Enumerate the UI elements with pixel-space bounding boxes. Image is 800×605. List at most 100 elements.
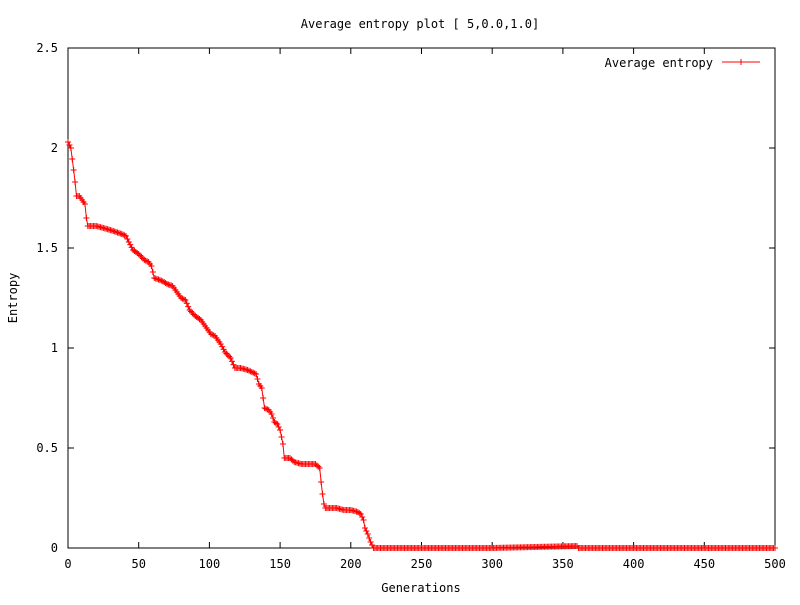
- x-tick-label: 400: [623, 557, 645, 571]
- data-point: [180, 296, 187, 303]
- data-point: [262, 405, 269, 412]
- y-axis-label: Entropy: [6, 273, 20, 324]
- data-point: [156, 277, 163, 283]
- data-point: [361, 525, 368, 531]
- legend: Average entropy: [605, 56, 760, 70]
- y-tick-label: 0.5: [36, 441, 58, 455]
- data-point: [182, 297, 189, 303]
- data-point: [357, 511, 364, 517]
- data-point: [367, 539, 374, 545]
- data-point: [247, 368, 254, 375]
- data-point: [318, 479, 325, 485]
- data-point: [253, 371, 260, 377]
- data-point: [70, 167, 77, 173]
- data-point: [264, 406, 271, 413]
- data-point: [260, 395, 267, 401]
- y-tick-label: 2.5: [36, 41, 58, 55]
- data-point: [178, 295, 185, 301]
- data-point: [185, 303, 192, 310]
- data-point: [286, 455, 293, 461]
- data-point: [316, 465, 323, 471]
- y-tick-label: 1.5: [36, 241, 58, 255]
- data-point: [125, 239, 132, 245]
- data-point: [124, 236, 131, 242]
- data-point: [244, 367, 251, 373]
- data-point: [251, 370, 258, 377]
- data-point: [254, 376, 261, 382]
- data-point: [250, 369, 257, 376]
- data-point: [270, 415, 277, 421]
- data-point: [320, 501, 327, 507]
- data-point: [268, 411, 275, 417]
- data-point: [359, 514, 366, 520]
- data-point: [158, 277, 165, 284]
- x-tick-label: 0: [64, 557, 71, 571]
- data-point: [120, 231, 127, 238]
- data-point: [179, 295, 186, 302]
- data-point: [366, 535, 373, 541]
- data-point: [363, 528, 370, 534]
- data-point: [248, 369, 255, 375]
- data-point: [261, 405, 268, 411]
- data-point: [149, 269, 156, 275]
- data-point: [66, 142, 73, 148]
- y-axis: 0 0.5 1 1.5 2 2.5: [36, 41, 775, 555]
- data-point: [356, 510, 363, 516]
- data-point: [313, 462, 320, 469]
- data-point: [369, 542, 376, 548]
- x-tick-label: 500: [764, 557, 786, 571]
- data-point: [772, 545, 778, 551]
- data-point: [364, 531, 371, 537]
- x-tick-label: 300: [481, 557, 503, 571]
- data-point: [278, 434, 285, 440]
- x-tick-label: 50: [131, 557, 145, 571]
- data-point: [210, 332, 217, 339]
- data-point: [217, 341, 224, 347]
- data-point: [148, 263, 155, 269]
- data-point: [196, 316, 203, 322]
- x-tick-label: 250: [411, 557, 433, 571]
- data-point: [279, 441, 286, 447]
- x-axis: 0 50 100 150 200 250 300 350 400 450 500: [64, 48, 786, 571]
- data-point: [142, 257, 149, 264]
- x-tick-label: 100: [199, 557, 221, 571]
- legend-marker: [738, 59, 744, 65]
- data-point: [319, 491, 326, 497]
- x-tick-label: 350: [552, 557, 574, 571]
- data-point: [277, 427, 284, 433]
- data-point: [127, 241, 134, 248]
- data-point: [183, 300, 190, 307]
- data-point: [72, 179, 79, 185]
- data-point: [209, 331, 216, 338]
- data-point: [315, 463, 322, 470]
- y-tick-label: 1: [51, 341, 58, 355]
- data-point: [230, 361, 237, 368]
- data-point: [220, 346, 227, 353]
- data-point: [122, 233, 129, 239]
- data-point: [288, 456, 295, 463]
- data-point: [83, 215, 90, 221]
- data-point: [312, 461, 319, 467]
- data-point: [275, 424, 282, 430]
- data-point: [65, 139, 71, 145]
- data-point: [144, 258, 151, 265]
- series-markers: [65, 139, 778, 551]
- legend-marker-plus: [738, 59, 744, 65]
- chart-title: Average entropy plot [ 5,0.0,1.0]: [301, 17, 539, 31]
- legend-label: Average entropy: [605, 56, 713, 70]
- data-point: [118, 231, 125, 237]
- data-point: [141, 257, 148, 263]
- data-point: [81, 201, 88, 207]
- data-point: [360, 517, 367, 523]
- series-layer: [65, 139, 778, 551]
- data-point: [121, 232, 128, 239]
- data-point: [227, 355, 234, 361]
- data-point: [245, 367, 252, 374]
- data-point: [272, 420, 279, 426]
- x-axis-label: Generations: [381, 581, 460, 595]
- data-point: [128, 244, 135, 251]
- data-point: [67, 145, 74, 151]
- data-point: [229, 358, 236, 365]
